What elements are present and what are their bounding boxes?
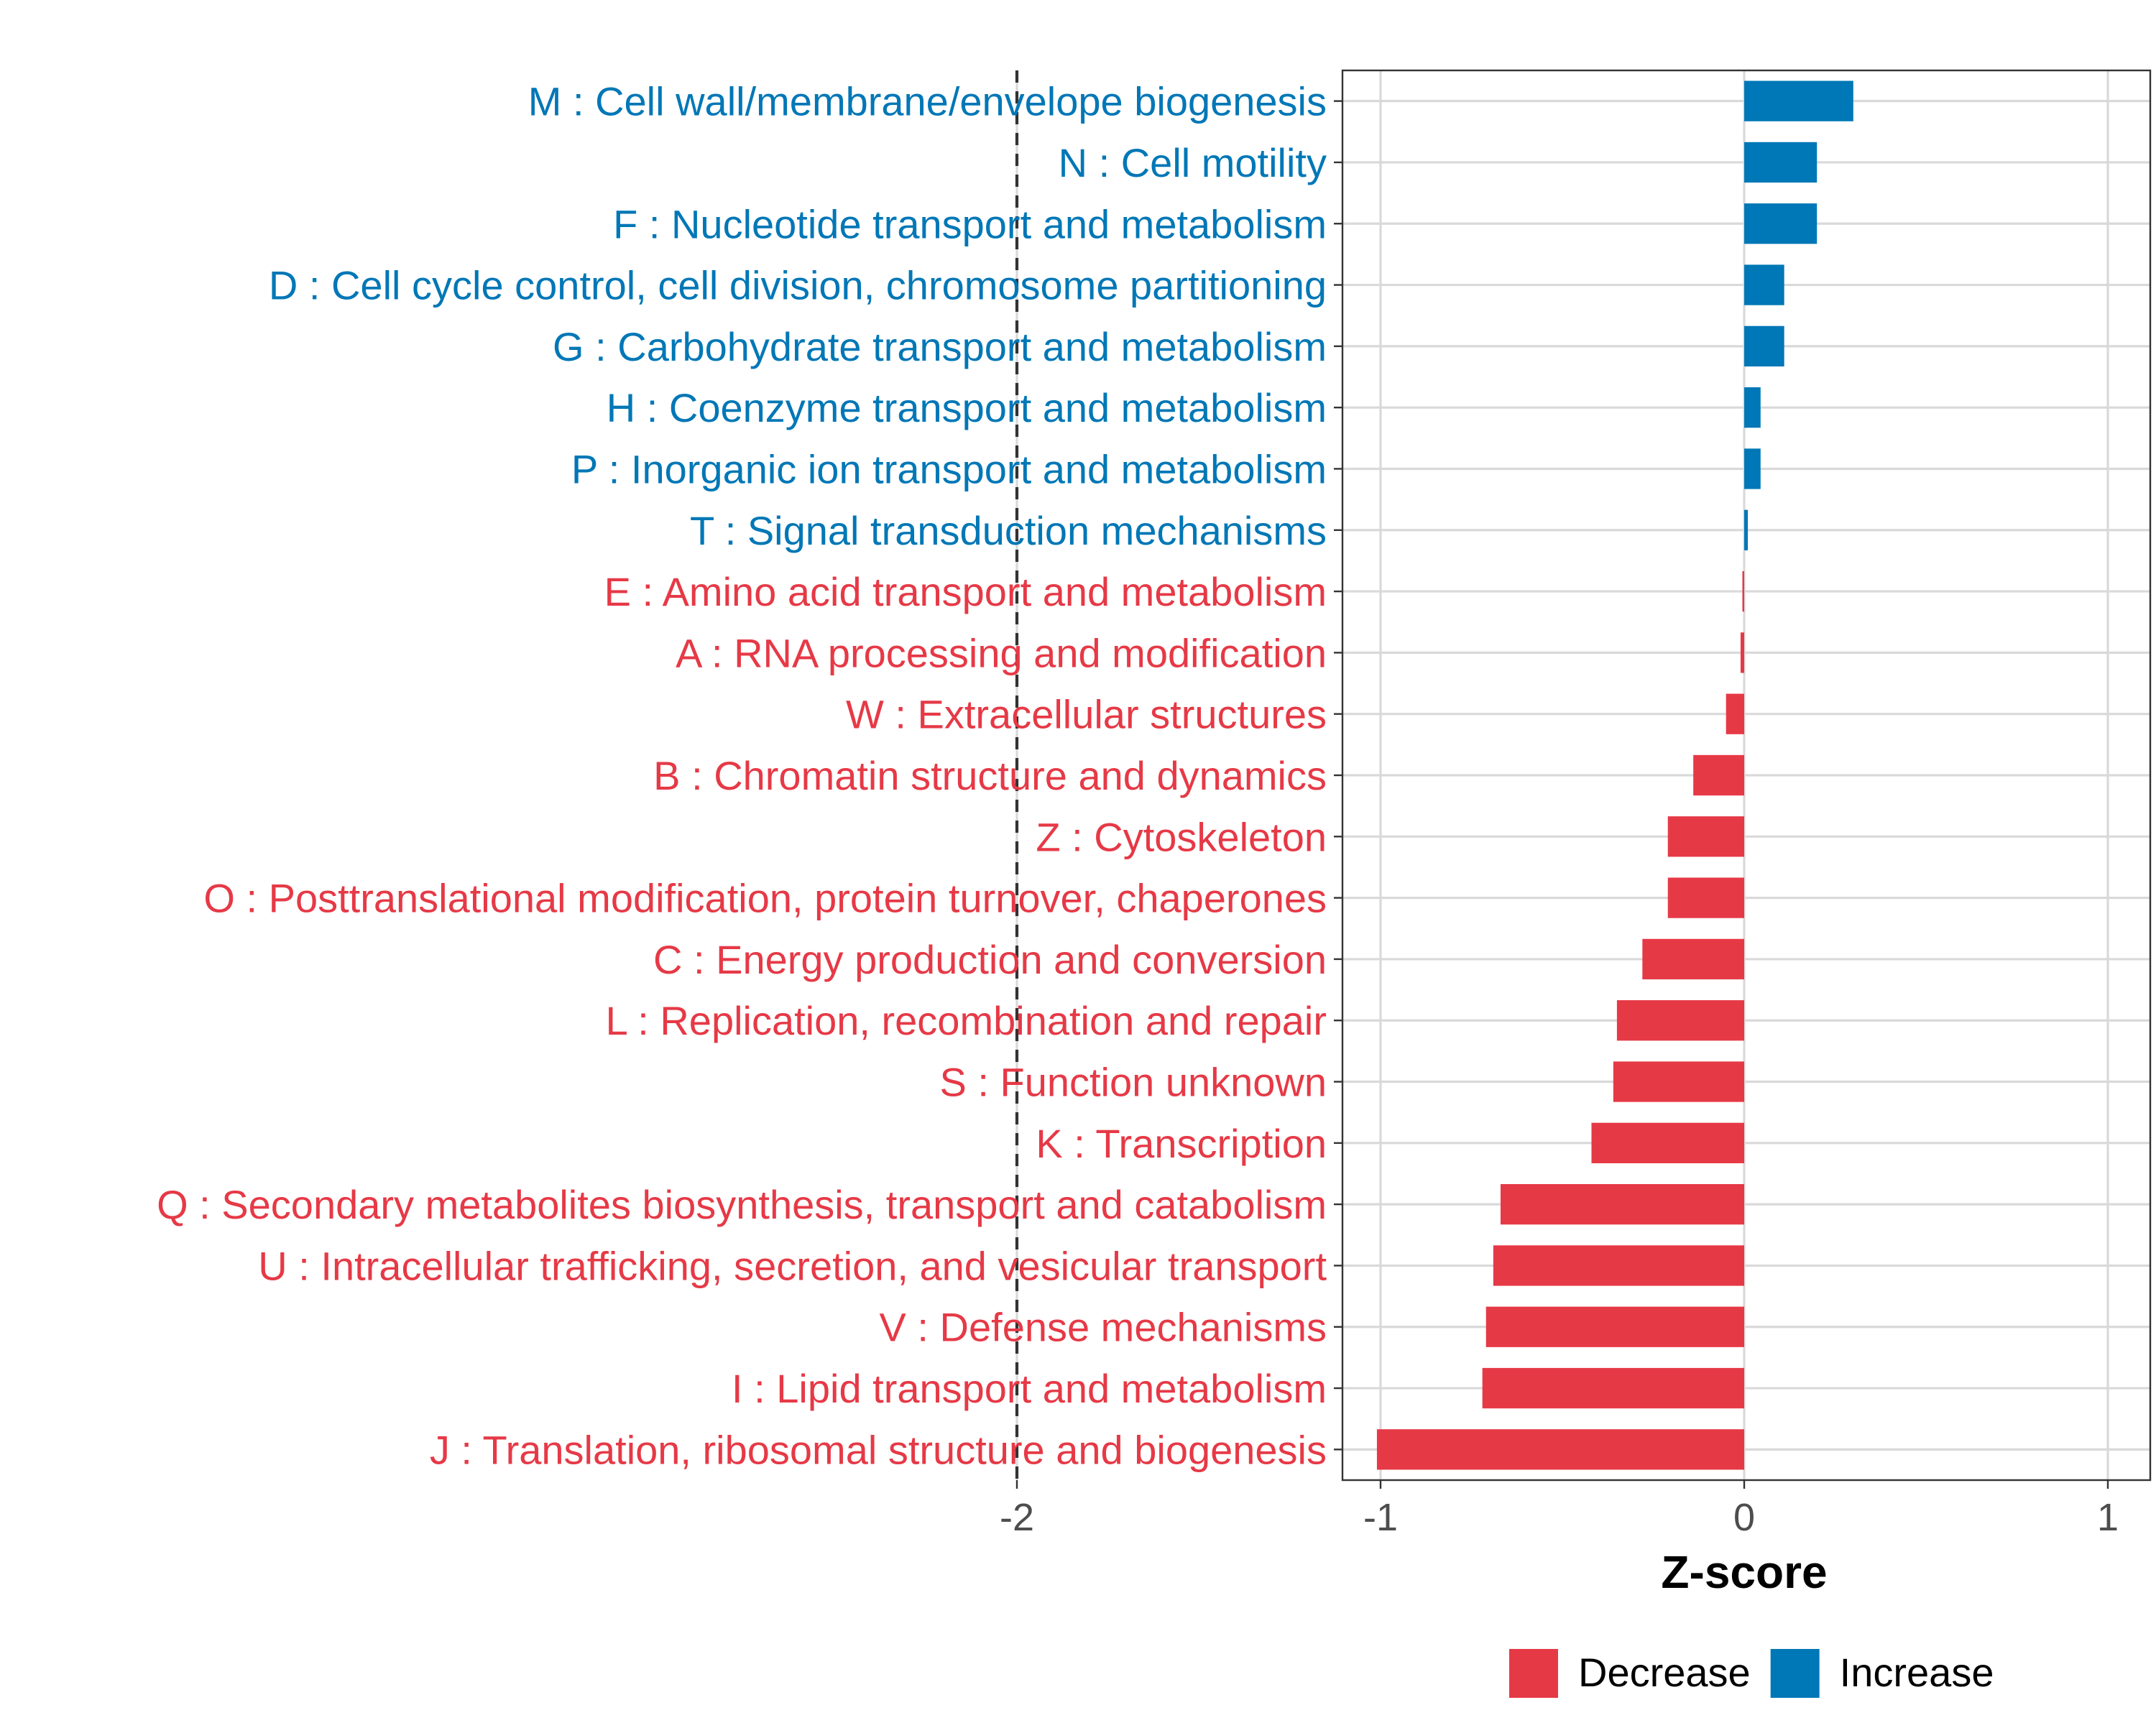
grid-layer <box>1015 70 2150 1480</box>
bar <box>1616 1000 1744 1041</box>
category-label: U : Intracellular trafficking, secretion… <box>258 1243 1327 1288</box>
bar <box>1667 877 1744 918</box>
x-tick-label: -2 <box>1000 1496 1034 1539</box>
legend-label: Increase <box>1840 1650 1994 1695</box>
category-label: Q : Secondary metabolites biosynthesis, … <box>157 1182 1327 1227</box>
category-label: S : Function unknown <box>939 1060 1327 1105</box>
bar <box>1667 816 1744 857</box>
category-label: N : Cell motility <box>1059 140 1327 185</box>
legend: Decrease Increase <box>1509 1649 1994 1698</box>
bar <box>1693 754 1744 796</box>
category-label: V : Defense mechanisms <box>880 1305 1327 1350</box>
category-label: Z : Cytoskeleton <box>1036 814 1327 859</box>
bar <box>1744 264 1784 305</box>
category-label: T : Signal transduction mechanisms <box>690 508 1327 553</box>
category-label: J : Translation, ribosomal structure and… <box>430 1427 1327 1472</box>
bar <box>1493 1245 1744 1286</box>
category-label: W : Extracellular structures <box>846 692 1327 737</box>
category-label: K : Transcription <box>1036 1121 1327 1166</box>
category-label: B : Chromatin structure and dynamics <box>653 753 1327 798</box>
category-label: L : Replication, recombination and repai… <box>606 998 1327 1043</box>
category-label: M : Cell wall/membrane/envelope biogenes… <box>528 79 1327 124</box>
category-label: C : Energy production and conversion <box>653 937 1327 982</box>
bar <box>1376 1429 1744 1470</box>
y-axis-labels: M : Cell wall/membrane/envelope biogenes… <box>157 79 1327 1473</box>
bar <box>1744 325 1784 367</box>
bar <box>1500 1183 1744 1225</box>
x-tick-label: -1 <box>1363 1496 1398 1539</box>
bar <box>1742 570 1744 612</box>
category-label: I : Lipid transport and metabolism <box>732 1366 1327 1411</box>
category-label: A : RNA processing and modification <box>676 630 1327 675</box>
category-label: F : Nucleotide transport and metabolism <box>613 201 1327 246</box>
category-label: O : Posttranslational modification, prot… <box>203 876 1327 921</box>
legend-label: Decrease <box>1578 1650 1751 1695</box>
category-label: G : Carbohydrate transport and metabolis… <box>553 324 1327 369</box>
y-axis-ticks <box>1334 100 1342 1451</box>
bar <box>1485 1306 1744 1347</box>
bar <box>1744 80 1853 121</box>
category-label: H : Coenzyme transport and metabolism <box>607 385 1327 430</box>
x-tick-label: 1 <box>2097 1496 2119 1539</box>
bar <box>1744 509 1749 550</box>
bar <box>1613 1061 1744 1102</box>
bar <box>1482 1367 1744 1409</box>
reference-lines <box>1015 70 1019 1480</box>
x-tick-label: 0 <box>1733 1496 1755 1539</box>
bar <box>1591 1122 1744 1163</box>
x-axis-tick-labels: -2-1012 <box>1000 1496 2119 1539</box>
bar <box>1744 387 1761 428</box>
bar <box>1740 632 1744 673</box>
category-label: E : Amino acid transport and metabolism <box>604 569 1327 614</box>
bars <box>1376 80 1853 1470</box>
legend-swatch <box>1509 1649 1558 1698</box>
bar <box>1744 142 1818 183</box>
bar <box>1726 693 1744 734</box>
x-axis-title: Z-score <box>1661 1546 1827 1598</box>
bar <box>1642 938 1744 980</box>
category-label: P : Inorganic ion transport and metaboli… <box>571 446 1327 491</box>
bar <box>1744 448 1761 489</box>
x-axis-ticks <box>1015 1480 2109 1489</box>
legend-swatch <box>1770 1649 1820 1698</box>
bar <box>1744 203 1818 244</box>
category-label: D : Cell cycle control, cell division, c… <box>269 263 1327 308</box>
